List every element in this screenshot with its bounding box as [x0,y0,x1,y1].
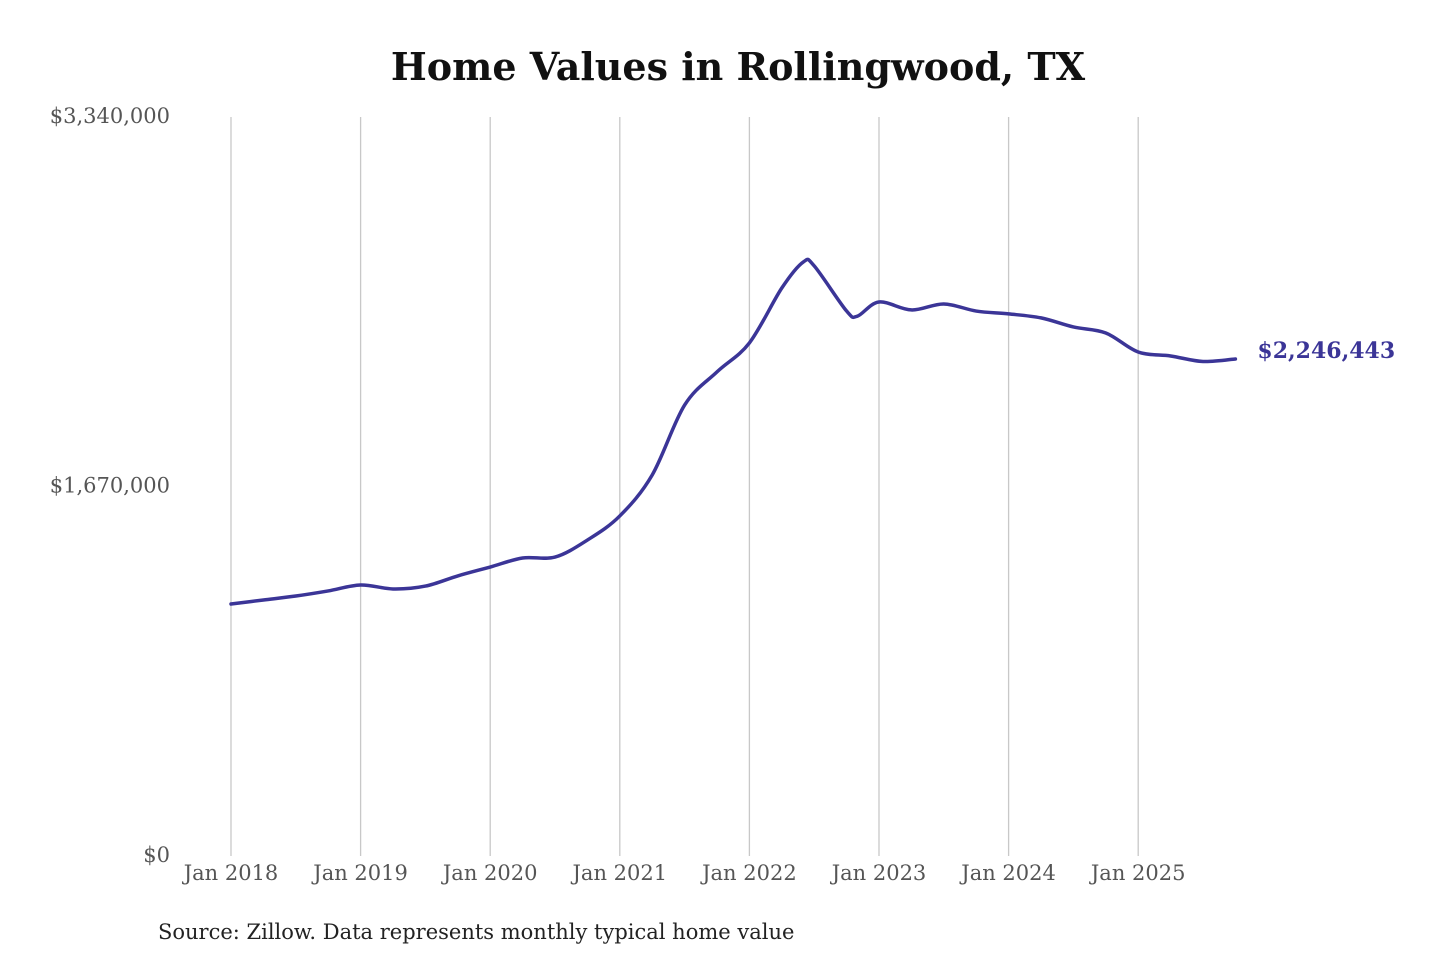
x-tick-label: Jan 2022 [700,861,797,885]
x-tick-label: Jan 2023 [830,861,927,885]
x-tick-label: Jan 2024 [959,861,1056,885]
source-note: Source: Zillow. Data represents monthly … [158,920,794,944]
series-lines [229,257,1238,606]
x-tick-label: Jan 2025 [1089,861,1186,885]
end-value-label: $2,246,443 [1257,338,1395,364]
x-tick-label: Jan 2020 [441,861,538,885]
grid-lines [230,117,1139,856]
x-tick-label: Jan 2021 [571,861,668,885]
y-tick-label: $0 [143,843,170,867]
y-tick-label: $1,670,000 [50,474,170,498]
x-tick-label: Jan 2019 [311,861,408,885]
x-axis: Jan 2018 Jan 2019 Jan 2020 Jan 2021 Jan 2022… [182,861,1186,885]
series-line [229,257,1238,606]
chart-title: Home Values in Rollingwood, TX [391,44,1086,89]
y-axis: $0 $1,670,000 $3,340,000 [50,104,170,867]
x-tick-label: Jan 2018 [182,861,279,885]
y-tick-label: $3,340,000 [50,104,170,128]
